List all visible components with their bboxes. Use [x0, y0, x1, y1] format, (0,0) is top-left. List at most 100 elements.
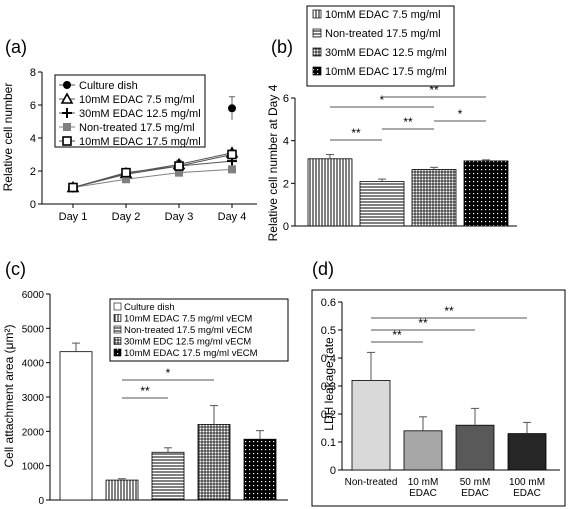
legend-entry: Culture dish [79, 80, 138, 92]
panel-a-xtick-label: Day 4 [218, 211, 247, 223]
panel-d-xtick-label: 10 mM EDAC [408, 477, 439, 499]
panel-d-marks: ** ** ** [351, 304, 547, 471]
marker-filled-square [175, 168, 183, 177]
panel-a-ylabel: Relative cell number [1, 83, 15, 192]
series-line [72, 168, 233, 188]
legend-swatch [113, 348, 122, 357]
panel-c-sig-label: * [166, 366, 171, 380]
panel-d-ytick-label: 0.5 [321, 325, 336, 337]
panel-b-bar [411, 169, 457, 227]
panel-b-label: (b) [271, 37, 293, 57]
panel-d-bar [403, 430, 443, 471]
legend-entry: 30mM EDC 12.5 mg/ml vECM [124, 337, 251, 348]
panel-c-ytick-label: 1000 [22, 462, 45, 473]
panel-c-ytick-label: 2000 [22, 427, 45, 438]
panel-b-sig-label: ** [429, 83, 439, 97]
legend-entry: 30mM EDAC 12.5 mg/ml [79, 108, 201, 120]
panel-c-bar [243, 438, 277, 501]
legend-swatch [312, 47, 322, 57]
legend-entry: 10mM EDAC 17.5 mg/ml [325, 66, 447, 78]
panel-c-ylabel: Cell attachment area (μm²) [2, 325, 16, 468]
panel-c-ytick-label: 5000 [22, 324, 45, 335]
panel-c-sig-label: ** [140, 384, 150, 398]
panel-b-ytick-label: 2 [283, 178, 289, 190]
panel-a-ytick-label: 4 [30, 133, 36, 145]
legend-entry: 10mM EDAC 7.5 mg/ml vECM [124, 314, 252, 325]
panel-a: (a) Relative cell number 0 2 4 6 8 Day 1 Day 2… [1, 37, 257, 223]
legend-box [109, 298, 289, 362]
marker-open-square [174, 161, 184, 171]
panel-c-bar [151, 451, 185, 501]
legend-entry: 10mM EDAC 17.5 mg/ml vECM [124, 348, 258, 359]
series-line [72, 160, 233, 188]
panel-c-bar [59, 351, 93, 501]
panel-a-ytick-label: 2 [30, 166, 36, 178]
legend-box [54, 74, 206, 148]
panel-b-ylabel: Relative cell number at Day 4 [266, 84, 280, 241]
marker-filled-circle [63, 81, 71, 89]
panel-b-sig-label: * [380, 93, 385, 107]
panel-c-bar [105, 479, 139, 501]
legend-entry: Culture dish [124, 302, 175, 313]
legend-entry: Non-treated 17.5 mg/ml [79, 122, 195, 134]
legend-box [306, 5, 455, 87]
marker-open-square [121, 167, 131, 178]
legend-swatch [113, 337, 122, 345]
panel-d-bar [351, 379, 391, 471]
marker-filled-square [122, 175, 130, 184]
legend-swatch [312, 9, 322, 19]
legend-entry: Non-treated 17.5 mg/ml [325, 28, 441, 40]
panel-c-ytick-label: 6000 [22, 290, 45, 301]
panel-a-ytick-label: 8 [30, 67, 36, 79]
legend-entry: 30mM EDAC 12.5 mg/ml [325, 47, 447, 59]
panel-a-legend: Culture dish 10mM EDAC 7.5 mg/ml 30mM EDAC… [54, 74, 206, 148]
marker-filled-square [63, 123, 71, 131]
legend-swatch [113, 302, 122, 311]
panel-c-bar [197, 424, 231, 501]
marker-open-square [227, 149, 237, 160]
panel-d-sig-label: ** [392, 328, 402, 342]
panel-b-sig-label: ** [403, 115, 413, 129]
panel-d-frame [311, 289, 566, 507]
legend-swatch [113, 325, 122, 334]
marker-filled-circle [228, 104, 236, 113]
panel-c-marks: *** [59, 342, 277, 501]
panel-d-ytick-label: 0.6 [321, 297, 336, 309]
legend-entry: 10mM EDAC 17.5 mg/ml [79, 136, 201, 148]
panel-a-axes: 0 2 4 6 8 Day 1 Day 2 Day 3 Day 4 [30, 67, 257, 223]
panel-d-ytick-label: 0.1 [321, 437, 336, 449]
panel-d-xtick-label: 50 mM EDAC [460, 477, 491, 499]
marker-open-square [68, 182, 78, 193]
panel-b-bar [307, 158, 353, 227]
panel-a-xtick-label: Day 1 [59, 211, 88, 223]
panel-c-ytick-label: 3000 [22, 393, 45, 404]
panel-b-ytick-label: 0 [283, 221, 289, 233]
marker-filled-square [228, 165, 236, 174]
panel-a-ytick-label: 0 [30, 199, 36, 211]
panel-b-sig-label: ** [351, 126, 361, 140]
series-line [72, 154, 233, 188]
panel-b-ytick-label: 6 [283, 93, 289, 105]
panel-a-marks [66, 96, 239, 193]
panel-d: (d) LDH leakage rate 0 0.1 0.2 0.3 0.4 0.5 0.6… [311, 259, 566, 507]
legend-swatch [312, 66, 322, 76]
panel-d-sig-label: ** [444, 304, 454, 318]
panel-d-xtick-label: Non-treated [345, 477, 398, 488]
panel-d-bar [507, 433, 547, 471]
legend-swatch [113, 314, 122, 322]
panel-d-sig-label: ** [418, 316, 428, 330]
marker-open-triangle [60, 92, 74, 104]
panel-b-sig-label: * [458, 107, 463, 121]
panel-b-bar [359, 181, 405, 227]
panel-c-ytick-label: 0 [38, 496, 44, 507]
panel-c-label: (c) [5, 259, 26, 279]
panel-d-ytick-label: 0 [330, 465, 336, 477]
panel-d-axes: 0 0.1 0.2 0.3 0.4 0.5 0.6 Non-treated 10 mM EDAC 5… [311, 289, 566, 507]
legend-entry: Non-treated 17.5 mg/ml vECM [124, 325, 252, 336]
marker-open-square [62, 136, 72, 146]
panel-d-bar [455, 424, 495, 471]
panel-d-ytick-label: 0.3 [321, 381, 336, 393]
panel-d-ytick-label: 0.4 [321, 353, 336, 365]
panel-d-ytick-label: 0.2 [321, 409, 336, 421]
